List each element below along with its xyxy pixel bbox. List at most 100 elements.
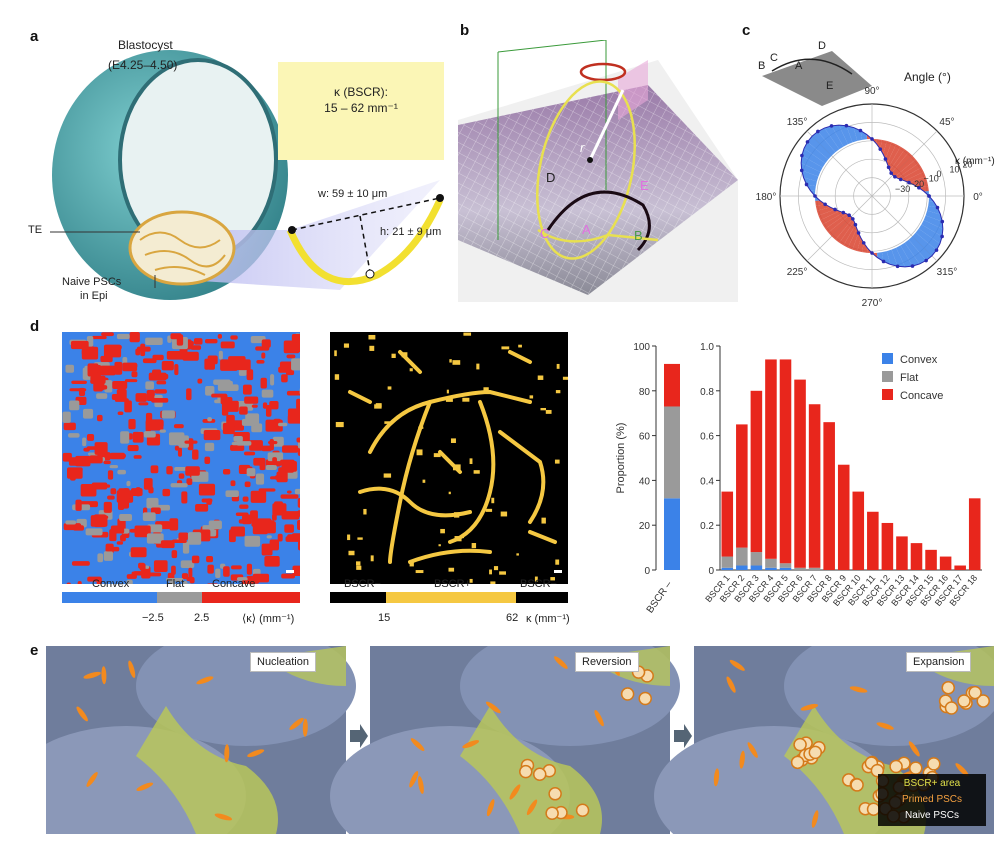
angle-tick-label: 90° bbox=[864, 86, 879, 97]
curvature-patch bbox=[145, 572, 162, 577]
naive-label-1: Naive PSCs bbox=[62, 276, 122, 288]
bar-charts: 0 20 40 60 80 100 Proportion (%) BSCR – 0 0.2 0.4 0… bbox=[610, 338, 990, 620]
curvature-patch bbox=[251, 423, 263, 433]
naive-psc bbox=[86, 771, 98, 787]
angle-tick-label: 225° bbox=[787, 267, 808, 278]
curvature-patch bbox=[114, 361, 123, 375]
convex-sector bbox=[925, 210, 943, 222]
x-tick-label: BSCR – bbox=[645, 579, 675, 615]
curvature-patch bbox=[296, 341, 314, 353]
curvature-patch bbox=[128, 418, 136, 430]
curvature-patch bbox=[270, 476, 282, 480]
bscr-speck bbox=[446, 389, 449, 394]
curvature-patch bbox=[225, 490, 239, 497]
concave-sector bbox=[815, 204, 831, 211]
bscr-speck bbox=[463, 332, 472, 336]
naive-psc bbox=[594, 710, 604, 727]
convex-sector bbox=[804, 141, 829, 164]
curvature-patch bbox=[154, 389, 167, 394]
curvature-patch bbox=[87, 363, 99, 373]
curvature-patch bbox=[71, 561, 90, 566]
curvature-patch bbox=[169, 354, 177, 360]
bscr-speck bbox=[334, 350, 337, 357]
curvature-patch bbox=[117, 469, 126, 475]
kappa-point bbox=[844, 123, 849, 128]
concave-sector bbox=[825, 213, 850, 233]
curvature-patch bbox=[181, 573, 189, 580]
width-line bbox=[291, 197, 441, 231]
curvature-patch bbox=[131, 371, 138, 378]
curvature-patch bbox=[135, 393, 147, 402]
y-tick-label: 0.6 bbox=[700, 432, 714, 443]
curvature-patch bbox=[103, 460, 111, 465]
scale-bar bbox=[286, 570, 294, 573]
curvature-patch bbox=[120, 431, 130, 444]
primed-psc bbox=[793, 737, 807, 752]
curvature-patch bbox=[97, 553, 104, 563]
bscr-map-image bbox=[334, 332, 570, 586]
curvature-patch bbox=[244, 451, 256, 456]
width-endpoint-right bbox=[436, 194, 444, 202]
kappa-point bbox=[856, 231, 861, 235]
convex-sector bbox=[817, 128, 840, 153]
naive-psc bbox=[136, 782, 154, 791]
bar-segment-concave bbox=[925, 549, 937, 570]
legend-label-convex: Convex bbox=[900, 354, 938, 366]
curvature-patch bbox=[277, 533, 283, 542]
colorbar-black-right bbox=[516, 592, 568, 603]
blastocyst-title: Blastocyst bbox=[118, 38, 173, 52]
bscr-speck bbox=[369, 345, 375, 351]
bscr-region bbox=[358, 486, 472, 518]
curvature-patch bbox=[159, 429, 166, 433]
curvature-patch bbox=[153, 560, 168, 572]
curvature-patch bbox=[286, 390, 303, 396]
curvature-patch bbox=[251, 517, 256, 527]
curvature-patch bbox=[211, 393, 228, 398]
primed-psc bbox=[519, 764, 533, 779]
curvature-patch bbox=[245, 413, 260, 425]
convex-sector bbox=[876, 252, 884, 262]
stage-panel bbox=[6, 626, 356, 858]
legend-swatch-flat bbox=[882, 371, 893, 382]
colorbar-concave bbox=[202, 592, 300, 603]
y-tick-label: 0.2 bbox=[700, 521, 714, 532]
curvature-patch bbox=[145, 337, 163, 345]
bar-segment-concave bbox=[837, 464, 850, 570]
curvature-patch bbox=[291, 358, 302, 371]
bscr-map bbox=[330, 332, 570, 586]
curvature-patch bbox=[215, 568, 221, 578]
curvature-patch bbox=[70, 471, 76, 481]
bscr-speck bbox=[368, 334, 376, 340]
blastocyst-stage: (E4.25–4.50) bbox=[108, 58, 178, 72]
te-label: TE bbox=[28, 224, 43, 236]
tick-62: 62 bbox=[506, 612, 519, 624]
bar-segment-convex bbox=[765, 567, 777, 570]
y-tick-label: 40 bbox=[639, 476, 651, 487]
radius-label: r bbox=[580, 140, 585, 155]
primed-psc bbox=[808, 745, 823, 760]
curvature-patch bbox=[188, 567, 193, 580]
curvature-patch bbox=[294, 488, 303, 495]
kappa-point bbox=[927, 194, 931, 198]
map1-unit: ⟨κ⟩ (mm⁻¹) bbox=[242, 613, 295, 625]
naive-psc bbox=[485, 701, 501, 714]
colorbar-convex bbox=[62, 592, 157, 603]
cross-section bbox=[537, 228, 659, 243]
point-a-b: A bbox=[582, 222, 591, 237]
curvature-patch bbox=[204, 339, 218, 344]
curvature-patch bbox=[145, 381, 154, 390]
curvature-patch bbox=[236, 577, 248, 581]
curvature-patch bbox=[220, 341, 235, 349]
curvature-patch bbox=[246, 369, 254, 381]
point-d-b: D bbox=[546, 170, 556, 185]
curvature-patch bbox=[156, 380, 167, 385]
curvature-patch bbox=[265, 404, 272, 417]
legend-label-flat: Flat bbox=[900, 372, 918, 384]
point-e-b: E bbox=[640, 178, 649, 193]
colorbar-black-left bbox=[330, 592, 386, 603]
concave-sector bbox=[852, 232, 861, 252]
radial-tick-label: −20 bbox=[909, 179, 924, 189]
curvature-patch bbox=[283, 340, 300, 354]
curvature-patch bbox=[296, 398, 301, 410]
convex-sector bbox=[896, 245, 913, 267]
